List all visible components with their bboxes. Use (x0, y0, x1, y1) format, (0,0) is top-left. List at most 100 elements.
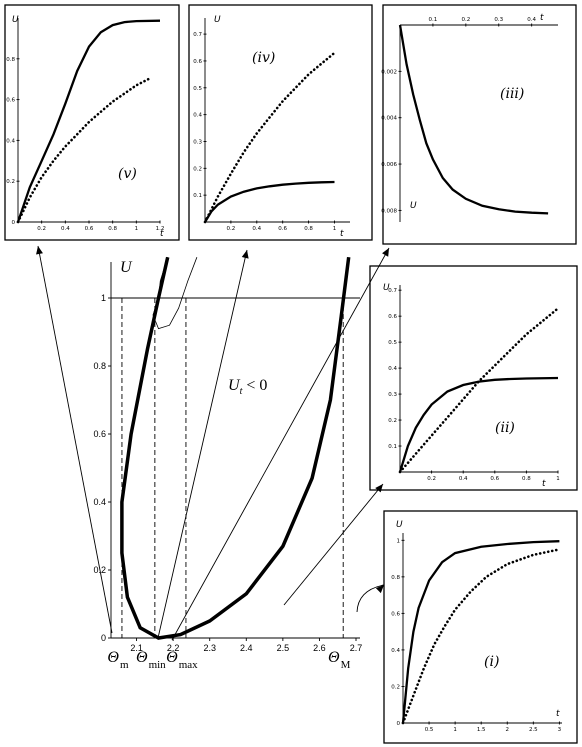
main-curve-thick (120, 256, 351, 640)
y-tick-label: 0.1 (388, 444, 397, 450)
x-tick-label: 1 (556, 476, 560, 482)
x-tick-label: 0.2 (461, 17, 470, 23)
y-tick-label: 0.3 (193, 139, 202, 145)
series-solid-line (16, 19, 161, 223)
x-tick-label: 0.3 (494, 17, 503, 23)
x-tick-label: 0.5 (425, 727, 434, 733)
x-tick-label: 0.2 (37, 226, 46, 232)
series-solid-line (398, 24, 549, 215)
x-tick-label: 0.4 (459, 476, 468, 482)
x-tick-label: 3 (558, 727, 562, 733)
x-tick-label: 0.4 (527, 17, 536, 23)
x-tick-label: 1 (135, 226, 139, 232)
x-tick-label: 1.5 (477, 727, 486, 733)
y-tick-label: 0.4 (388, 366, 397, 372)
arrow-head (382, 248, 389, 257)
x-tick-label: 0.6 (490, 476, 499, 482)
series-dotted-line (401, 548, 561, 725)
theta-subscript: m (120, 659, 129, 671)
theta-min-label: Θmin (136, 649, 166, 671)
y-tick-label: 1 (101, 293, 106, 303)
pointer-arrow (171, 247, 390, 641)
x-axis-label: t (340, 229, 344, 239)
panel-tag: (iv) (252, 50, 275, 66)
x-tick-label: 0.4 (252, 226, 261, 232)
x-tick-label: 2.3 (203, 643, 216, 653)
series-solid-line (401, 540, 560, 724)
y-axis-label: U (214, 15, 221, 25)
x-tick-label: 0.8 (304, 226, 313, 232)
panel-ii: 0.2 0.4 0.6 0.8 1 0.1 0.2 0.3 0.4 0.5 0.6 0.7Ut (ii) (369, 265, 578, 491)
x-tick-label: 2.1 (130, 643, 143, 653)
theta-subscript: min (149, 659, 167, 671)
y-tick-label: 0.5 (193, 86, 202, 92)
y-tick-label: 0.2 (391, 684, 400, 690)
x-axis-label: t (540, 13, 544, 23)
x-tick-label: 2.6 (313, 643, 326, 653)
y-tick-label: 0.3 (388, 392, 397, 398)
region-label: Ut < 0 (228, 377, 267, 397)
y-tick-label: 0.8 (93, 361, 106, 371)
x-axis-label: t (556, 709, 560, 719)
arrow-head (241, 250, 249, 259)
x-tick-label: 0.4 (61, 226, 70, 232)
series-dotted-line (203, 51, 336, 224)
y-axis-label: U (396, 520, 403, 530)
y-tick-label: 0.2 (388, 418, 397, 424)
x-tick-label: 1 (333, 226, 337, 232)
panel-frame-i (383, 510, 578, 744)
y-tick-label: 0 (12, 220, 16, 226)
panel-tag: (ii) (495, 420, 515, 436)
theta-max-label: Θmax (166, 649, 198, 671)
panel-iii: 0.1 0.2 0.3 0.4 0.002 0.004 0.006 0.008 Ut (iii) (381, 4, 577, 245)
main-chart: 00.20.40.60.812.1 2.2 2.3 2.4 2.5 2.6 2.7Θm Θmi… (36, 245, 390, 671)
y-tick-label: 0.008 (381, 208, 397, 214)
arrow-head (36, 246, 43, 255)
y-tick-label: 1 (397, 538, 401, 544)
x-tick-label: 2.4 (240, 643, 253, 653)
y-tick-label: 0.4 (193, 113, 202, 119)
y-tick-label: 0.6 (93, 429, 106, 439)
y-tick-label: 0.4 (6, 138, 15, 144)
y-tick-label: 0.5 (388, 340, 397, 346)
y-tick-label: 0.004 (381, 116, 397, 122)
series-dotted-line (398, 307, 560, 474)
region-label-rest: < 0 (242, 377, 267, 394)
panel-i: 0.5 1 1.5 2 2.5 3 0 0.2 0.4 0.6 0.8 1 Ut (i) (383, 510, 578, 744)
pointer-arrow (356, 584, 385, 613)
y-axis-label: U (410, 201, 417, 211)
y-tick-label: 0.2 (193, 166, 202, 172)
main-curve-thin (158, 257, 169, 299)
y-tick-label: 0.1 (193, 193, 202, 199)
main-curve-thin (152, 257, 198, 330)
panel-tag: (iii) (500, 86, 524, 102)
panel-frame-v (4, 4, 180, 241)
y-tick-label: 0.006 (381, 162, 397, 168)
x-tick-label: 0.8 (108, 226, 117, 232)
y-tick-label: 0.8 (391, 575, 400, 581)
y-tick-label: 0.4 (93, 497, 106, 507)
y-tick-label: 0.8 (6, 57, 15, 63)
panel-frame-iv (188, 4, 373, 241)
series-solid-line (204, 180, 335, 223)
arrow-head (375, 585, 384, 594)
series-solid-line (398, 376, 559, 473)
y-tick-label: 0 (397, 721, 401, 727)
pointer-arrow (37, 245, 113, 634)
panel-tag: (i) (484, 654, 499, 670)
x-tick-label: 2 (506, 727, 510, 733)
y-tick-label: 0 (101, 633, 106, 643)
x-tick-label: 0.6 (278, 226, 287, 232)
y-tick-label: 0.4 (391, 648, 400, 654)
y-tick-label: 0.7 (388, 288, 397, 294)
theta-subscript: M (341, 659, 351, 671)
theta-M-label: ΘM (328, 649, 351, 671)
y-axis-label: U (383, 283, 390, 293)
x-tick-label: 2.7 (350, 643, 363, 653)
x-tick-label: 1 (453, 727, 457, 733)
x-tick-label: 2.5 (529, 727, 538, 733)
pointer-arrow (157, 249, 248, 639)
x-tick-label: 0.8 (522, 476, 531, 482)
main-y-axis-label: U (120, 259, 133, 276)
